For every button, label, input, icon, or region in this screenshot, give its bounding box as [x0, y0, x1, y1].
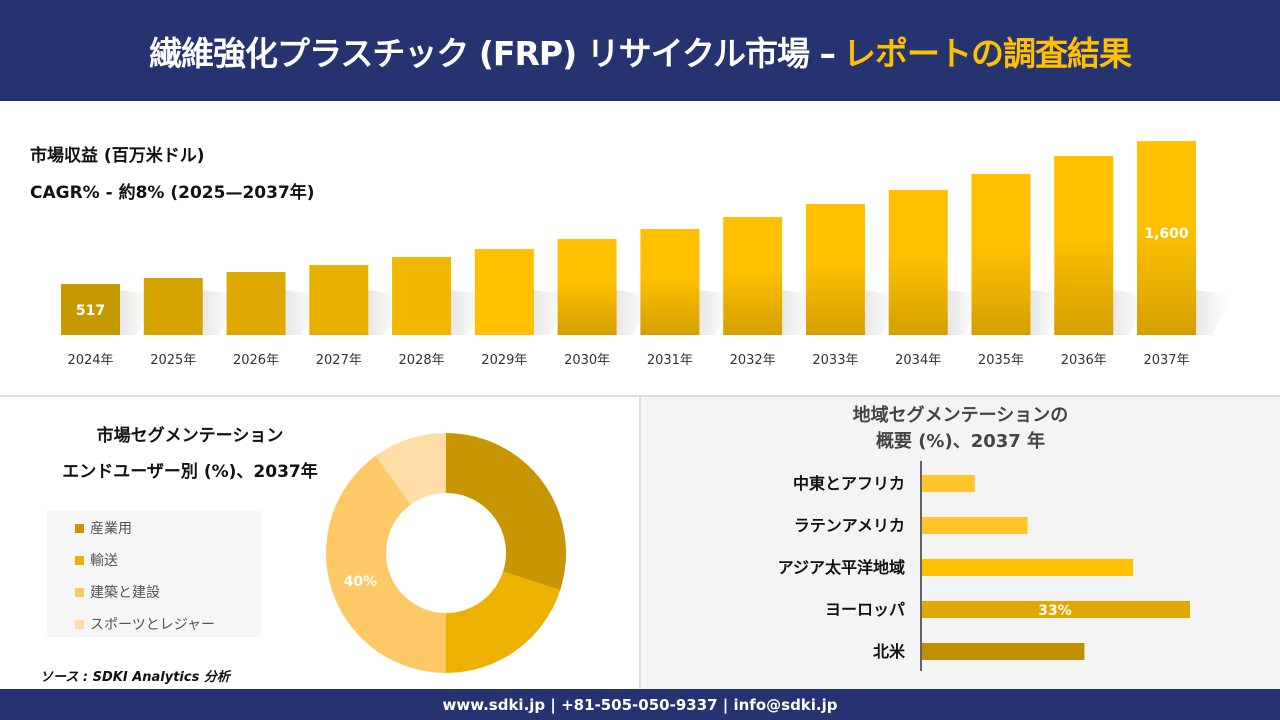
revenue-bar-chart: 2024年 517 2025年 2026年 2027年 2028年 2029年 2030年 20…	[61, 141, 1233, 368]
region-label: アジア太平洋地域	[778, 558, 905, 577]
divider	[0, 395, 1280, 397]
legend-item: 産業用	[75, 518, 132, 538]
revenue-bar	[226, 272, 286, 335]
year-tick-label: 2034年	[895, 353, 941, 368]
legend-item: スポーツとレジャー	[75, 614, 215, 634]
region-title-2: 概要 (%)、2037 年	[875, 431, 1046, 452]
bar-data-label: 517	[76, 303, 105, 319]
legend-item: 輸送	[75, 550, 118, 570]
year-tick-label: 2032年	[730, 353, 776, 368]
page-title-accent: レポートの調査結果	[842, 33, 1132, 73]
revenue-bar	[557, 239, 617, 335]
donut-legend: 産業用輸送建築と建設スポーツとレジャー	[47, 511, 261, 637]
bar-data-label: 1,600	[1144, 226, 1189, 242]
region-data-label: 33%	[1038, 603, 1072, 619]
legend-label: 輸送	[90, 553, 118, 569]
year-tick-label: 2035年	[978, 353, 1024, 368]
year-tick-label: 2025年	[150, 353, 196, 368]
legend-swatch	[75, 619, 84, 629]
region-title: 地域セグメンテーションの 概要 (%)、2037 年	[641, 403, 1280, 455]
revenue-bar	[1054, 156, 1114, 335]
legend-label: 建築と建設	[90, 585, 160, 601]
legend-label: 産業用	[90, 521, 132, 537]
region-bar	[922, 475, 975, 492]
footer-contact: www.sdki.jp | +81-505-050-9337 | info@sd…	[0, 689, 1280, 720]
region-label: 北米	[873, 642, 906, 661]
donut-data-label: 40%	[344, 574, 378, 590]
revenue-bar	[971, 173, 1031, 335]
region-title-1: 地域セグメンテーションの	[852, 405, 1069, 426]
year-tick-label: 2030年	[564, 353, 610, 368]
revenue-label: 市場収益 (百万米ドル)	[30, 146, 205, 166]
source-note: ソース : SDKI Analytics 分析	[40, 670, 230, 685]
year-tick-label: 2031年	[647, 353, 693, 368]
revenue-bar	[61, 284, 120, 335]
year-tick-label: 2028年	[399, 353, 445, 368]
revenue-bar	[888, 189, 948, 335]
legend-swatch	[75, 523, 84, 533]
year-tick-label: 2026年	[233, 353, 279, 368]
donut-slice	[375, 433, 446, 505]
page-header: 繊維強化プラスチック (FRP) リサイクル市場 – レポートの調査結果	[0, 0, 1280, 101]
region-label: ラテンアメリカ	[794, 516, 905, 535]
year-tick-label: 2033年	[812, 353, 858, 368]
region-bar	[922, 517, 1028, 534]
end-user-donut-chart: 40%	[325, 433, 566, 673]
revenue-section: 市場収益 (百万米ドル) CAGR% - 約8% (2025—2037年) 20…	[0, 101, 1280, 393]
legend-swatch	[75, 587, 84, 597]
revenue-bar	[474, 249, 534, 335]
region-bar	[922, 601, 1190, 618]
year-tick-label: 2037年	[1143, 353, 1189, 368]
year-tick-label: 2029年	[481, 353, 527, 368]
donut-slice	[446, 433, 566, 591]
donut-slice	[325, 455, 446, 673]
revenue-bar	[143, 277, 203, 335]
region-label: ヨーロッパ	[825, 600, 905, 619]
revenue-bar	[723, 217, 783, 335]
region-label: 中東とアフリカ	[793, 474, 905, 493]
cagr-label: CAGR% - 約8% (2025—2037年)	[30, 183, 315, 203]
region-bar	[922, 643, 1085, 660]
year-tick-label: 2027年	[316, 353, 362, 368]
end-user-title-2: エンドユーザー別 (%)、2037年	[62, 462, 318, 482]
end-user-title-1: 市場セグメンテーション	[96, 426, 284, 446]
legend-item: 建築と建設	[75, 582, 160, 602]
year-tick-label: 2024年	[67, 353, 113, 368]
year-tick-label: 2036年	[1061, 353, 1107, 368]
revenue-bar	[640, 229, 700, 335]
revenue-bar	[309, 265, 369, 335]
divider	[639, 397, 641, 689]
legend-label: スポーツとレジャー	[90, 617, 216, 633]
donut-slice	[446, 571, 561, 673]
legend-swatch	[75, 555, 84, 565]
region-bar	[922, 559, 1134, 576]
page-title: 繊維強化プラスチック (FRP) リサイクル市場 –	[149, 33, 836, 73]
revenue-bar	[392, 256, 452, 335]
region-section: 地域セグメンテーションの 概要 (%)、2037 年 中東とアフリカ ラテンアメリカ…	[641, 397, 1280, 689]
revenue-bar	[1137, 141, 1197, 335]
revenue-bar	[805, 204, 865, 335]
